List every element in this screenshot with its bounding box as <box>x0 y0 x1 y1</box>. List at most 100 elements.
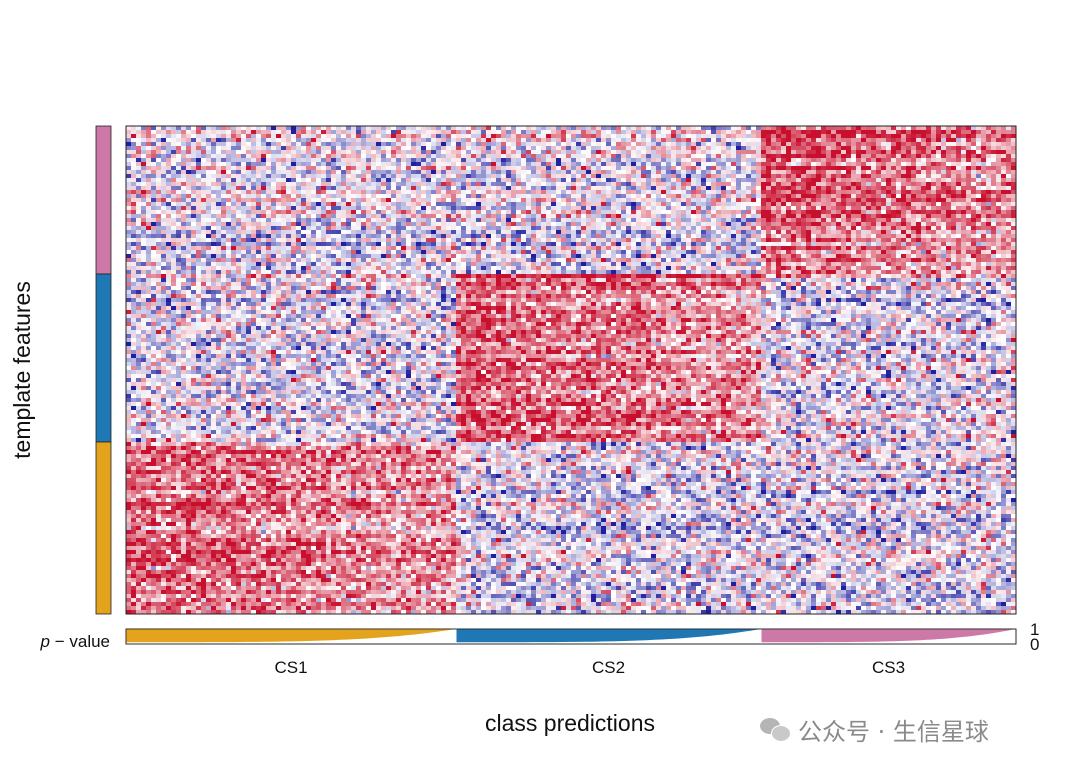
heatmap-cell <box>681 178 687 183</box>
heatmap-cell <box>646 194 652 199</box>
heatmap-cell <box>596 154 602 159</box>
heatmap-cell <box>416 142 422 147</box>
heatmap-cell <box>846 158 852 163</box>
heatmap-cell <box>906 174 912 179</box>
heatmap-cell <box>196 234 202 239</box>
heatmap-cell <box>366 162 372 167</box>
heatmap-cell <box>236 130 242 135</box>
heatmap-cell <box>271 166 277 171</box>
heatmap-cell <box>311 202 317 207</box>
heatmap-cell <box>581 194 587 199</box>
heatmap-cell <box>521 234 527 239</box>
heatmap-cell <box>1001 194 1007 199</box>
heatmap-cell <box>451 154 457 159</box>
heatmap-cell <box>676 234 682 239</box>
heatmap-cell <box>926 190 932 195</box>
heatmap-cell <box>431 142 437 147</box>
heatmap-cell <box>551 214 557 219</box>
heatmap-cell <box>241 134 247 139</box>
heatmap-cell <box>196 226 202 231</box>
heatmap-cell <box>481 198 487 203</box>
heatmap-cell <box>966 166 972 171</box>
heatmap-cell <box>761 206 767 211</box>
heatmap-cell <box>681 154 687 159</box>
heatmap-cell <box>586 158 592 163</box>
heatmap-cell <box>376 154 382 159</box>
heatmap-cell <box>586 214 592 219</box>
heatmap-cell <box>701 234 707 239</box>
heatmap-cell <box>491 154 497 159</box>
heatmap-cell <box>561 182 567 187</box>
heatmap-cell <box>246 166 252 171</box>
heatmap-cell <box>366 134 372 139</box>
heatmap-cell <box>551 174 557 179</box>
heatmap-cell <box>211 230 217 235</box>
heatmap-cell <box>736 158 742 163</box>
heatmap-cell <box>756 190 762 195</box>
heatmap-cell <box>976 138 982 143</box>
heatmap-cell <box>266 166 272 171</box>
heatmap-cell <box>856 174 862 179</box>
heatmap-cell <box>176 142 182 147</box>
heatmap-cell <box>691 146 697 151</box>
heatmap-cell <box>866 170 872 175</box>
heatmap-cell <box>921 158 927 163</box>
heatmap-cell <box>511 218 517 223</box>
heatmap-cell <box>406 218 412 223</box>
heatmap-cell <box>551 206 557 211</box>
heatmap-cell <box>416 134 422 139</box>
heatmap-cell <box>821 138 827 143</box>
heatmap-cell <box>716 194 722 199</box>
heatmap-cell <box>581 134 587 139</box>
heatmap-cell <box>806 126 812 131</box>
heatmap-cell <box>661 190 667 195</box>
heatmap-cell <box>821 222 827 227</box>
heatmap-cell <box>166 126 172 131</box>
heatmap-cell <box>231 206 237 211</box>
heatmap-cell <box>206 222 212 227</box>
heatmap-cell <box>266 146 272 151</box>
heatmap-cell <box>526 210 532 215</box>
heatmap-cell <box>806 162 812 167</box>
heatmap-cell <box>541 222 547 227</box>
heatmap-cell <box>181 238 187 243</box>
heatmap-cell <box>381 182 387 187</box>
heatmap-cell <box>1006 130 1012 135</box>
heatmap-cell <box>706 186 712 191</box>
heatmap-cell <box>236 150 242 155</box>
heatmap-cell <box>771 170 777 175</box>
heatmap-cell <box>316 134 322 139</box>
heatmap-cell <box>871 222 877 227</box>
heatmap-cell <box>201 190 207 195</box>
heatmap-cell <box>846 134 852 139</box>
heatmap-cell <box>901 142 907 147</box>
heatmap-cell <box>711 202 717 207</box>
heatmap-cell <box>731 198 737 203</box>
heatmap-cell <box>216 202 222 207</box>
heatmap-cell <box>176 158 182 163</box>
heatmap-cell <box>911 182 917 187</box>
heatmap-cell <box>126 230 132 235</box>
heatmap-cell <box>186 134 192 139</box>
heatmap-cell <box>511 230 517 235</box>
heatmap-cell <box>551 226 557 231</box>
heatmap-cell <box>166 130 172 135</box>
heatmap-cell <box>206 162 212 167</box>
heatmap-cell <box>481 190 487 195</box>
heatmap-cell <box>786 234 792 239</box>
heatmap-cell <box>421 214 427 219</box>
heatmap-cell <box>726 150 732 155</box>
heatmap-cell <box>211 186 217 191</box>
heatmap-cell <box>1011 230 1017 235</box>
heatmap-cell <box>861 130 867 135</box>
heatmap-cell <box>411 218 417 223</box>
heatmap-cell <box>196 142 202 147</box>
heatmap-cell <box>381 198 387 203</box>
heatmap-cell <box>736 206 742 211</box>
heatmap-cell <box>446 154 452 159</box>
heatmap-cell <box>536 230 542 235</box>
heatmap-cell <box>816 150 822 155</box>
heatmap-cell <box>826 158 832 163</box>
heatmap-cell <box>986 126 992 131</box>
heatmap-cell <box>656 142 662 147</box>
